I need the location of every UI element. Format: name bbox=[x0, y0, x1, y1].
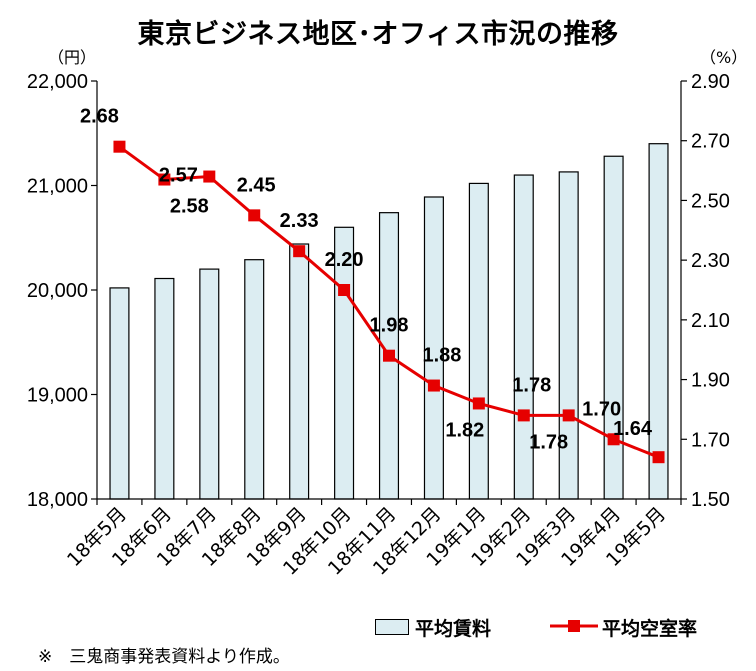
left-tick-label: 19,000 bbox=[27, 385, 88, 407]
right-tick-label: 2.70 bbox=[691, 131, 730, 153]
left-tick-label: 21,000 bbox=[27, 176, 88, 198]
vacancy-point-4 bbox=[248, 209, 261, 222]
footnote: ※ 三鬼商事発表資料より作成。 bbox=[38, 647, 290, 667]
left-tick-label: 20,000 bbox=[27, 280, 88, 302]
vacancy-data-label: 1.78 bbox=[529, 431, 568, 453]
legend-line-label: 平均空室率 bbox=[602, 618, 698, 640]
vacancy-data-label: 2.68 bbox=[80, 106, 119, 128]
vacancy-data-label: 2.57 bbox=[159, 165, 198, 187]
vacancy-data-label: 1.98 bbox=[370, 315, 409, 337]
right-tick-label: 2.50 bbox=[691, 190, 730, 212]
vacancy-point-9 bbox=[472, 397, 485, 410]
vacancy-point-8 bbox=[427, 379, 440, 392]
right-tick-label: 1.50 bbox=[691, 489, 730, 511]
legend-bar-swatch bbox=[375, 619, 409, 635]
right-axis-unit: （%） bbox=[700, 48, 748, 67]
vacancy-data-label: 2.20 bbox=[325, 249, 364, 271]
bar-5 bbox=[289, 243, 310, 500]
legend-line-swatch bbox=[550, 620, 598, 632]
bar-1 bbox=[109, 287, 130, 500]
vacancy-data-label: 1.88 bbox=[422, 345, 461, 367]
chart-title: 東京ビジネス地区･オフィス市況の推移 bbox=[137, 19, 619, 50]
vacancy-point-6 bbox=[338, 284, 351, 296]
vacancy-point-13 bbox=[652, 451, 665, 464]
vacancy-point-11 bbox=[562, 409, 575, 422]
left-tick-label: 22,000 bbox=[27, 71, 88, 93]
left-tick-label: 18,000 bbox=[27, 489, 88, 511]
vacancy-point-3 bbox=[203, 170, 216, 183]
vacancy-data-label: 1.78 bbox=[512, 374, 551, 396]
right-tick-label: 1.70 bbox=[691, 429, 730, 451]
legend-bar-label: 平均賃料 bbox=[415, 618, 492, 640]
vacancy-data-label: 2.33 bbox=[280, 210, 319, 232]
vacancy-data-label: 2.58 bbox=[170, 196, 209, 218]
vacancy-point-10 bbox=[517, 409, 530, 422]
bar-13 bbox=[648, 143, 669, 500]
bar-9 bbox=[468, 182, 489, 500]
right-tick-label: 1.90 bbox=[691, 370, 730, 392]
vacancy-point-5 bbox=[293, 245, 306, 258]
vacancy-point-12 bbox=[607, 433, 620, 446]
right-tick-label: 2.10 bbox=[691, 310, 730, 332]
vacancy-data-label: 1.64 bbox=[613, 418, 653, 440]
vacancy-data-label: 1.70 bbox=[582, 398, 621, 420]
left-axis-unit: （円） bbox=[48, 48, 97, 67]
bar-12 bbox=[603, 155, 624, 500]
vacancy-data-label: 1.82 bbox=[445, 419, 484, 441]
right-tick-label: 2.30 bbox=[691, 250, 730, 272]
vacancy-data-label: 2.45 bbox=[237, 174, 276, 196]
bar-2 bbox=[154, 277, 175, 500]
right-tick-label: 2.90 bbox=[691, 71, 730, 93]
vacancy-point-2 bbox=[158, 173, 171, 186]
bar-3 bbox=[199, 268, 220, 500]
bar-4 bbox=[244, 259, 265, 500]
vacancy-point-7 bbox=[383, 349, 395, 362]
vacancy-point-1 bbox=[113, 140, 126, 153]
